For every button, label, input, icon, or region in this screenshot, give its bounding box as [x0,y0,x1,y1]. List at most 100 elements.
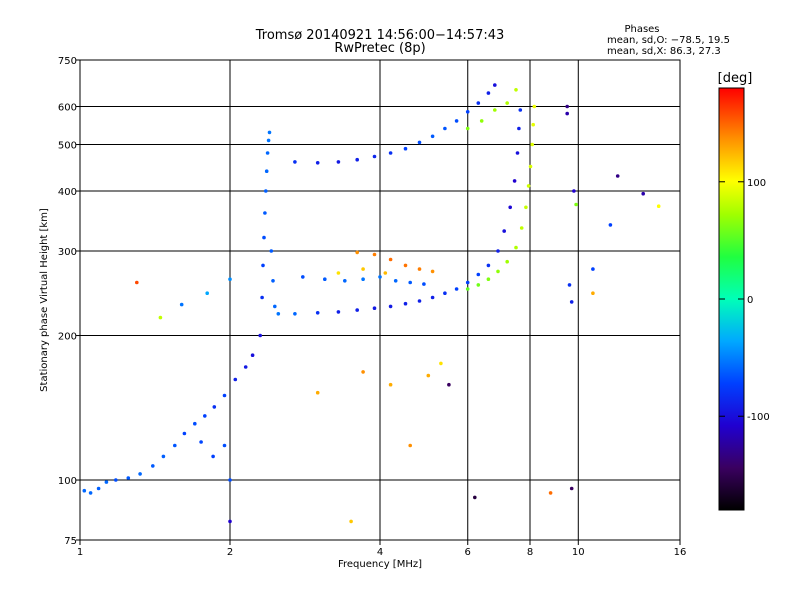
data-point [266,138,271,143]
data-point [315,161,320,165]
data-point [417,299,422,303]
data-point [465,280,470,285]
data-point [315,311,320,315]
data-point [250,353,255,358]
data-point [417,267,422,271]
data-point [262,235,266,240]
chart-subtitle: RwPretec (8p) [334,41,425,56]
data-point [179,302,184,307]
data-point [267,130,272,135]
axis-ticks: 1 2 4 6 8 10 16 75 100 200 300 400 500 600 750 [58,56,686,558]
data-point [656,204,661,208]
data-point [569,486,574,491]
x-tick-label: 1 [77,547,83,558]
data-point [565,104,569,109]
y-tick-label: 750 [58,56,77,67]
y-tick-label: 200 [58,332,77,343]
data-point [524,205,528,210]
data-point [518,108,523,112]
data-point [439,361,443,366]
x-tick-label: 2 [227,547,233,558]
data-point [388,151,393,155]
data-point [476,283,481,287]
data-point [161,454,166,459]
data-point [493,108,497,112]
data-points [82,83,661,524]
data-point [264,169,269,173]
data-point [569,300,574,304]
data-point [349,519,353,524]
data-point [372,306,377,311]
data-point [430,269,435,274]
y-tick-label: 300 [58,247,77,258]
data-point [135,280,139,285]
data-point [336,271,341,275]
data-point [114,478,118,482]
data-point [293,160,297,164]
x-tick-label: 8 [527,547,533,558]
data-point [512,179,517,183]
data-point [443,126,447,131]
data-point [403,263,408,268]
data-point [205,291,209,296]
data-point [228,519,232,524]
data-point [222,393,227,398]
chart-title: Tromsø 20140921 14:56:00−14:57:43 [255,28,505,43]
data-point [430,295,435,300]
data-point [193,421,197,426]
data-point [336,310,341,314]
data-point [454,287,459,291]
data-point [532,104,537,109]
colorbar-ticks: 100 0 -100 [719,178,770,423]
data-point [465,287,470,291]
data-point [514,245,518,250]
data-point [572,189,576,193]
data-point [417,140,422,145]
data-point [138,472,142,476]
data-point [486,277,491,282]
colorbar-label: [deg] [718,71,753,86]
data-point [408,280,413,285]
data-point [199,440,203,444]
data-point [383,271,388,275]
data-point [228,277,232,282]
data-point [222,443,227,448]
data-point [269,249,274,253]
data-point [496,269,500,274]
data-point [104,480,109,484]
grid-lines [80,60,680,540]
data-point [519,226,524,230]
data-point [355,157,360,162]
data-point [264,189,268,193]
data-point [265,151,270,155]
data-point [476,101,481,105]
data-point [517,126,521,131]
data-point [486,91,491,95]
data-point [361,370,365,374]
y-tick-label: 75 [64,536,77,547]
data-point [473,495,477,500]
data-point [531,122,535,127]
data-point [393,279,398,283]
data-point [203,414,207,418]
data-point [151,464,155,468]
x-tick-label: 4 [377,547,383,558]
x-axis-label: Frequency [MHz] [338,559,422,570]
x-tick-label: 16 [674,547,687,558]
data-point [574,202,578,207]
phases-heading: Phases [624,24,659,35]
data-point [447,382,451,387]
data-point [526,184,531,188]
data-point [261,263,265,268]
data-point [486,263,491,268]
data-point [493,83,497,87]
data-point [228,478,232,482]
x-tick-label: 10 [572,547,585,558]
data-point [454,119,459,123]
data-point [479,119,484,123]
data-point [408,443,413,448]
data-point [301,275,305,279]
data-point [361,277,365,282]
data-point [430,134,435,139]
